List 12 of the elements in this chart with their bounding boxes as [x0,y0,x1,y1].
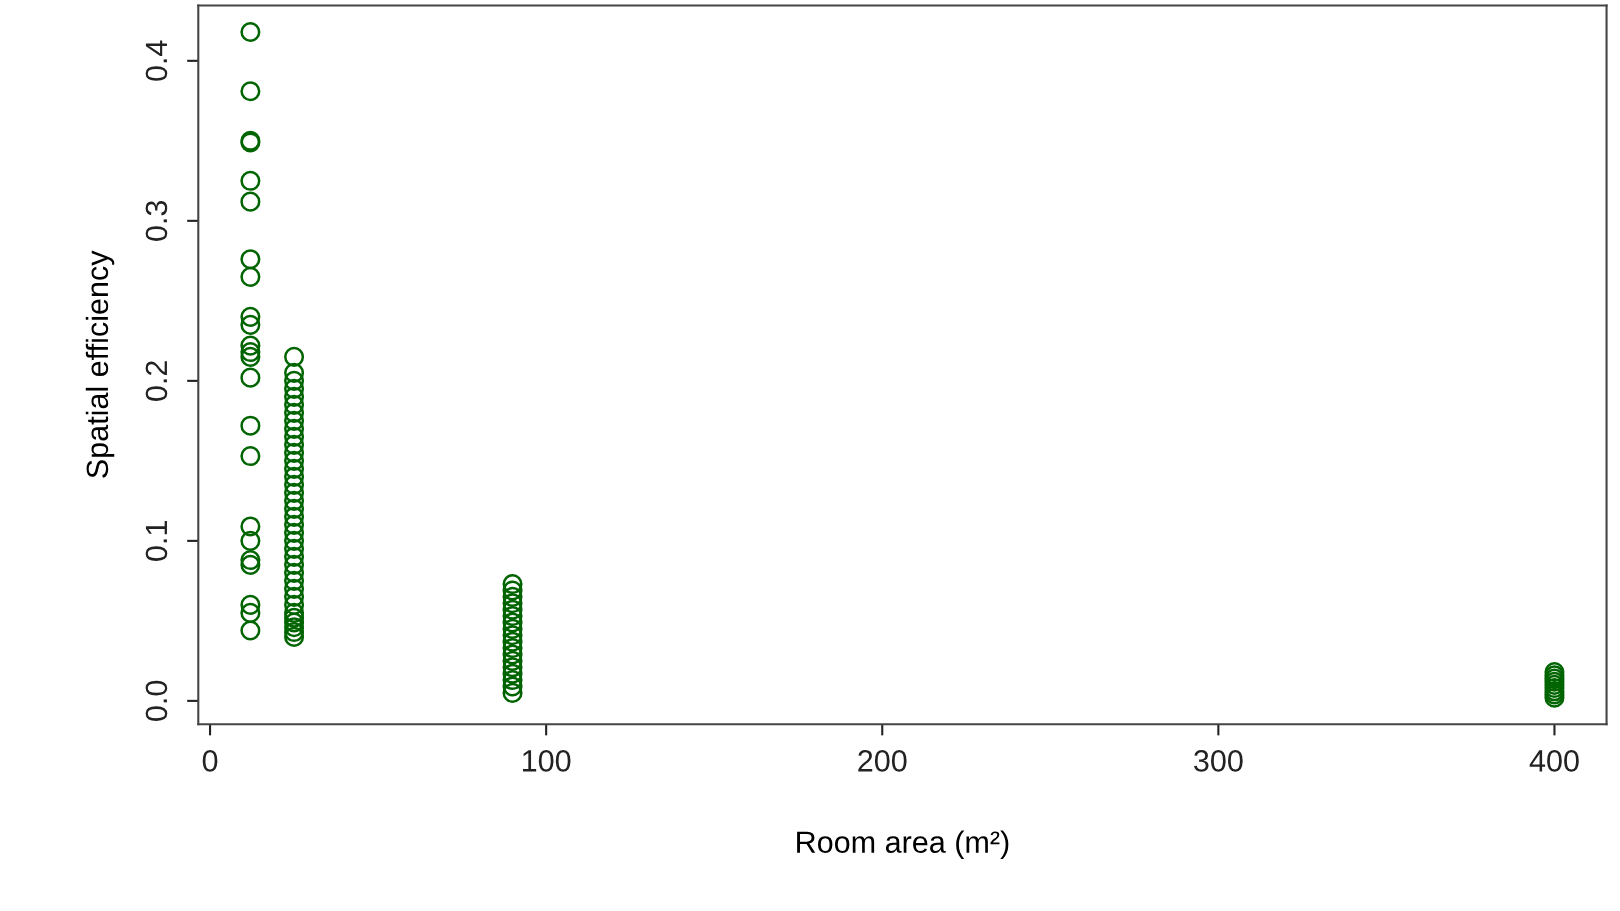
y-tick-label: 0.2 [145,361,168,401]
y-tick-label: 0.0 [145,680,168,721]
x-tick-label: 100 [523,750,571,772]
y-axis-title: Spatial efficiency [85,250,115,478]
x-tick-label: 400 [1529,750,1579,772]
x-tick-label: 200 [858,750,907,772]
x-tick-label: 300 [1194,750,1243,772]
x-tick-label: 0 [202,750,218,772]
y-tick-label: 0.4 [145,40,168,81]
y-tick-label: 0.3 [145,200,168,241]
y-tick-label: 0.1 [145,521,168,561]
x-axis-title: Room area (m²) [797,830,1009,859]
